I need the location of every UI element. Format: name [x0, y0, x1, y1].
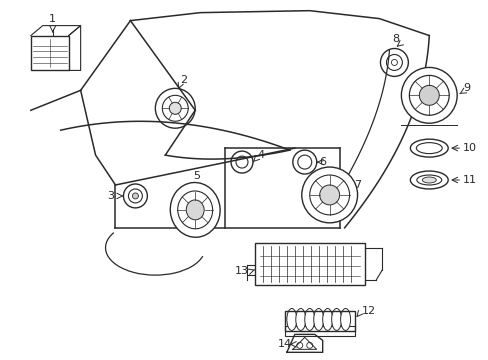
Ellipse shape: [170, 183, 220, 237]
Bar: [31, 36, 68, 71]
Text: 10: 10: [462, 143, 476, 153]
Circle shape: [169, 102, 181, 114]
Ellipse shape: [331, 309, 341, 330]
Bar: [254, 243, 364, 285]
Text: 11: 11: [462, 175, 476, 185]
Text: 2: 2: [180, 75, 187, 85]
Ellipse shape: [422, 177, 435, 183]
Circle shape: [132, 193, 138, 199]
Ellipse shape: [295, 309, 305, 330]
Circle shape: [419, 85, 438, 105]
Text: 5: 5: [193, 171, 200, 181]
Text: 1: 1: [49, 14, 56, 24]
Ellipse shape: [340, 309, 350, 330]
Circle shape: [319, 185, 339, 205]
Ellipse shape: [286, 309, 296, 330]
Circle shape: [301, 167, 357, 223]
Bar: [285, 327, 354, 336]
Ellipse shape: [313, 309, 323, 330]
Text: 7: 7: [354, 180, 361, 190]
Text: 9: 9: [462, 84, 469, 93]
Text: 4: 4: [256, 150, 264, 160]
Text: 14: 14: [277, 339, 291, 349]
Bar: [285, 311, 354, 332]
Text: 8: 8: [391, 33, 398, 44]
Ellipse shape: [186, 200, 204, 220]
Text: 3: 3: [107, 191, 114, 201]
Circle shape: [401, 67, 456, 123]
Ellipse shape: [322, 309, 332, 330]
Text: 13: 13: [235, 266, 248, 276]
Ellipse shape: [304, 309, 314, 330]
Text: 12: 12: [361, 306, 375, 316]
Text: 6: 6: [319, 157, 326, 167]
